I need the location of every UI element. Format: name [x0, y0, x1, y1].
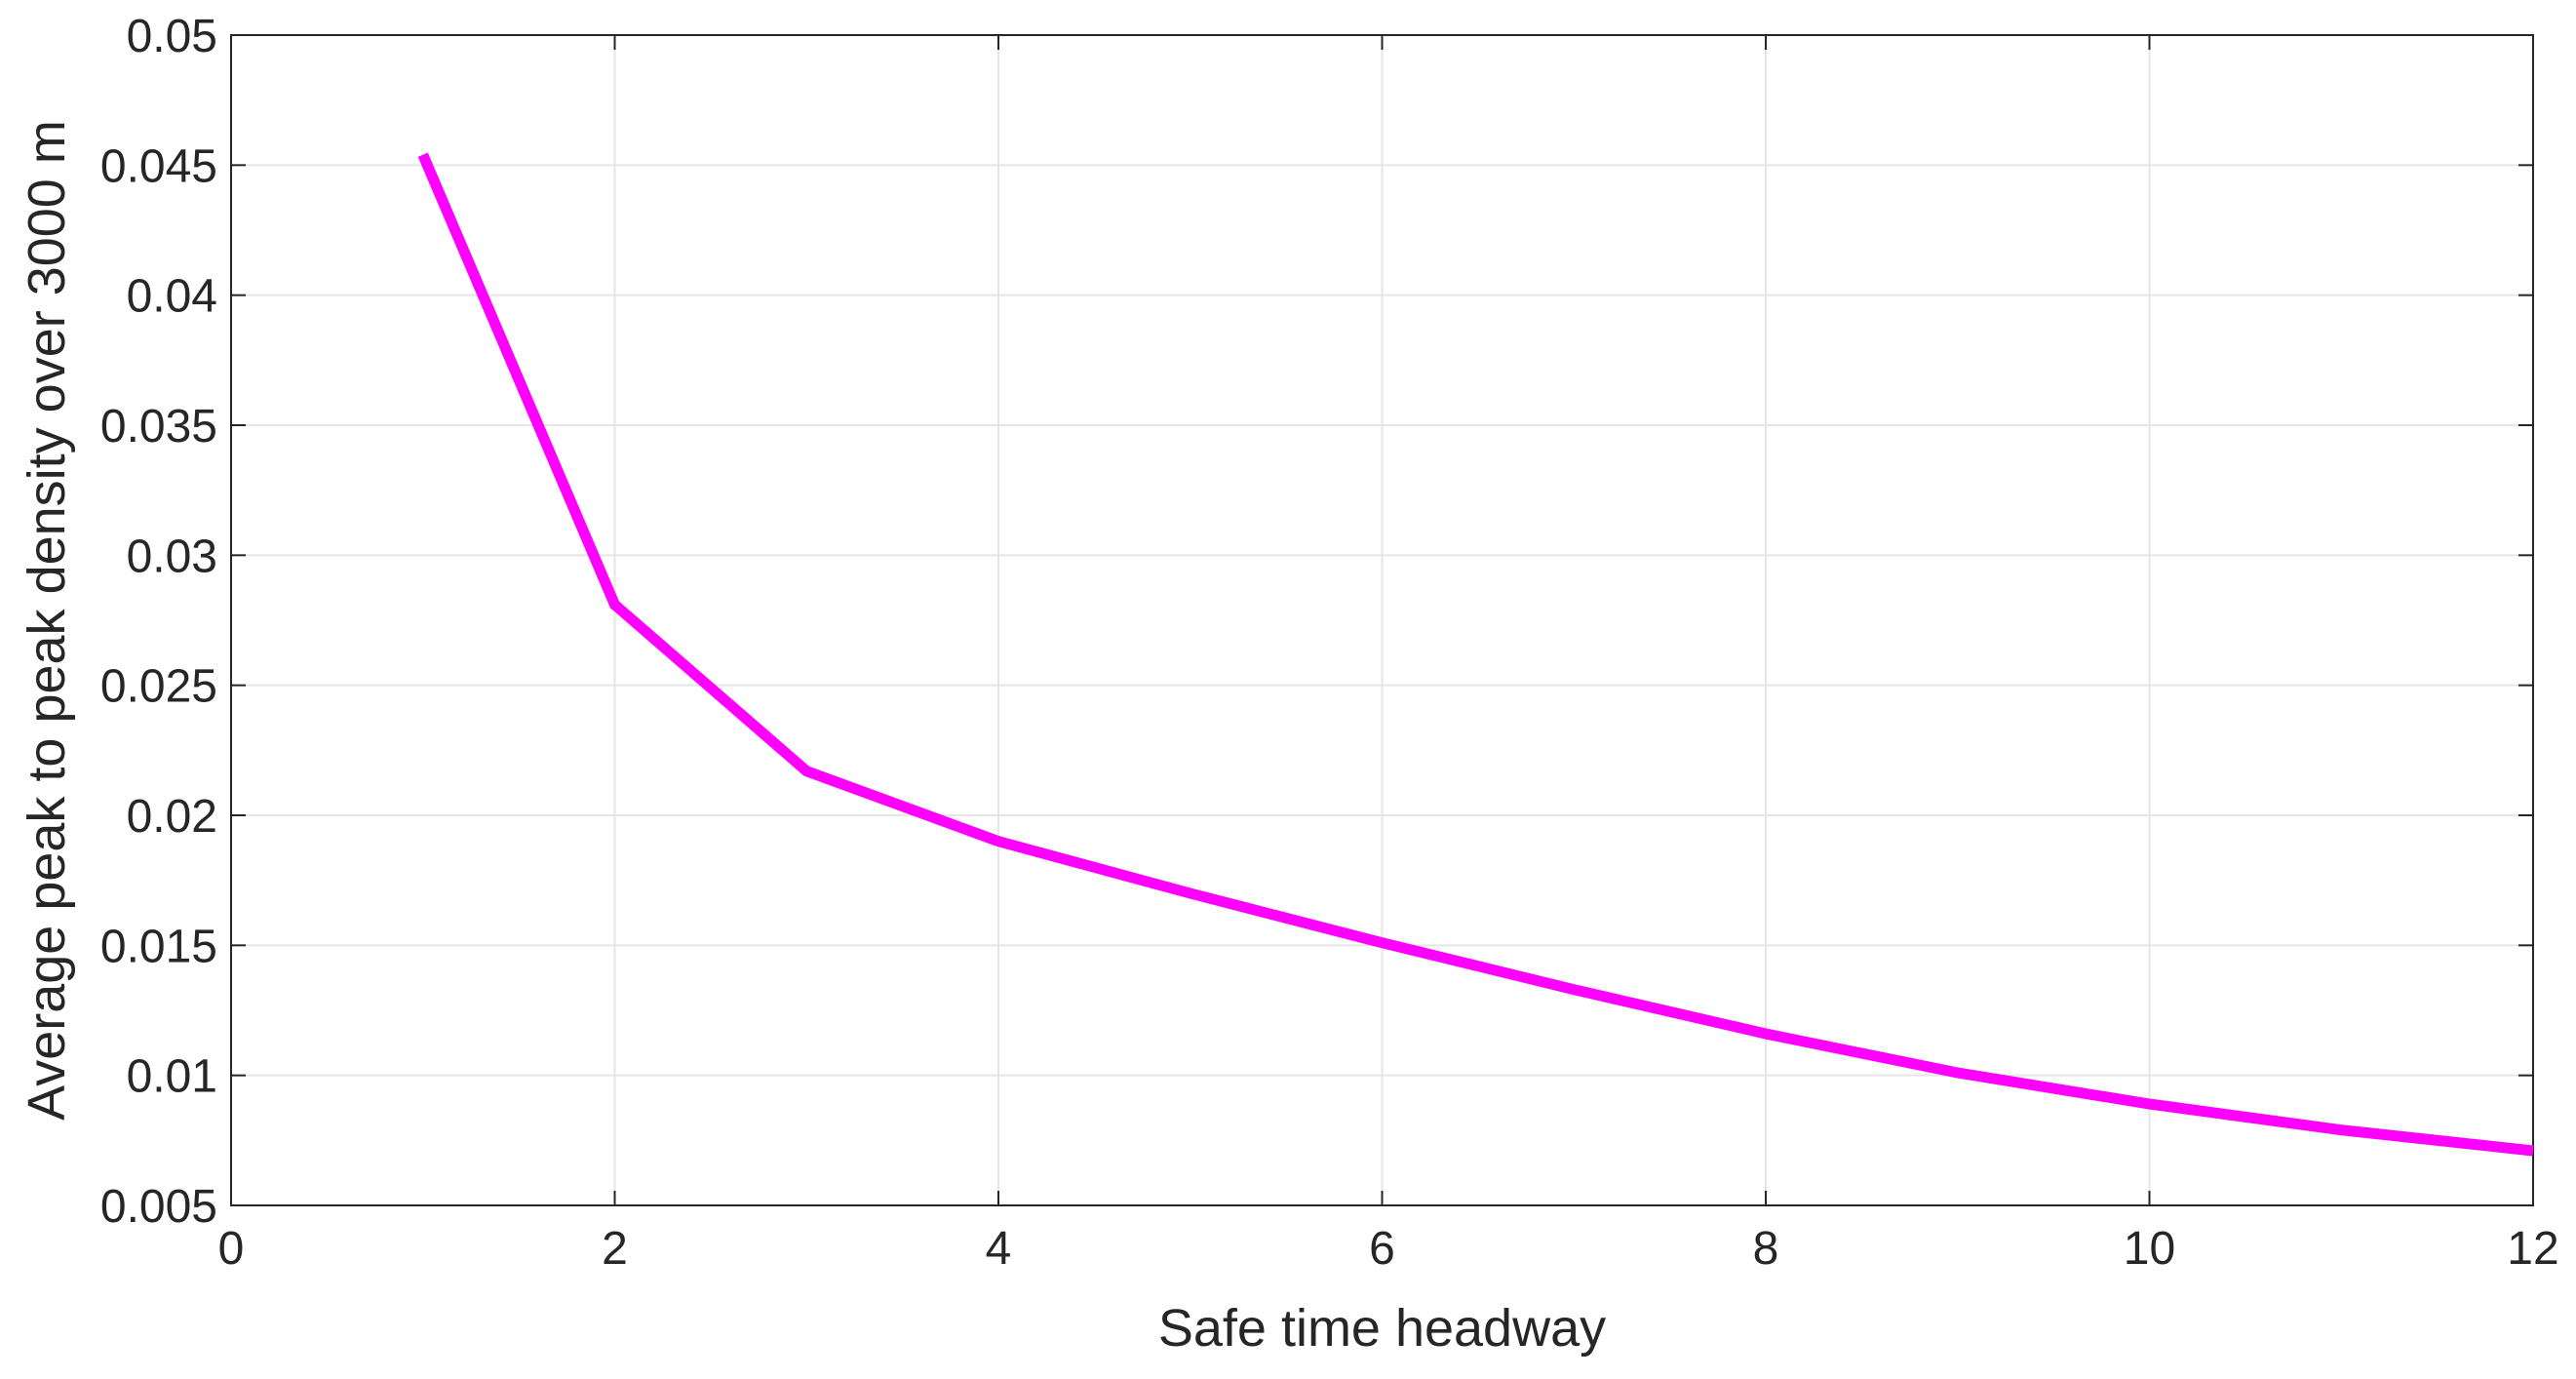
x-tick-label: 4	[986, 1223, 1012, 1275]
y-tick-label: 0.01	[127, 1051, 217, 1103]
x-tick-label: 8	[1753, 1223, 1779, 1275]
y-tick-label: 0.02	[127, 791, 217, 843]
axes: 0 2 4 6 8 10 12 0.005 0.01 0.015 0.02 0.025 0.03 0.03…	[100, 11, 2559, 1275]
y-tick-label: 0.015	[100, 921, 217, 972]
x-axis-label: Safe time headway	[1158, 1299, 1606, 1358]
y-tick-label: 0.035	[100, 401, 217, 453]
y-tick-label: 0.005	[100, 1181, 217, 1233]
x-tick-label: 6	[1369, 1223, 1395, 1275]
y-axis-label: Average peak to peak density over 3000 m	[18, 120, 76, 1121]
y-tick-label: 0.045	[100, 140, 217, 192]
series	[417, 152, 2534, 1157]
series-line	[417, 152, 2534, 1157]
y-tick-label: 0.03	[127, 531, 217, 582]
y-tick-label: 0.025	[100, 661, 217, 713]
x-tick-label: 0	[218, 1223, 245, 1275]
x-tick-label: 2	[602, 1223, 628, 1275]
x-tick-label: 12	[2507, 1223, 2558, 1275]
grid	[231, 35, 2533, 1205]
y-tick-label: 0.04	[127, 271, 217, 323]
x-tick-label: 10	[2124, 1223, 2175, 1275]
labels: Safe time headway Average peak to peak d…	[18, 120, 1606, 1358]
y-tick-label: 0.05	[127, 11, 217, 62]
